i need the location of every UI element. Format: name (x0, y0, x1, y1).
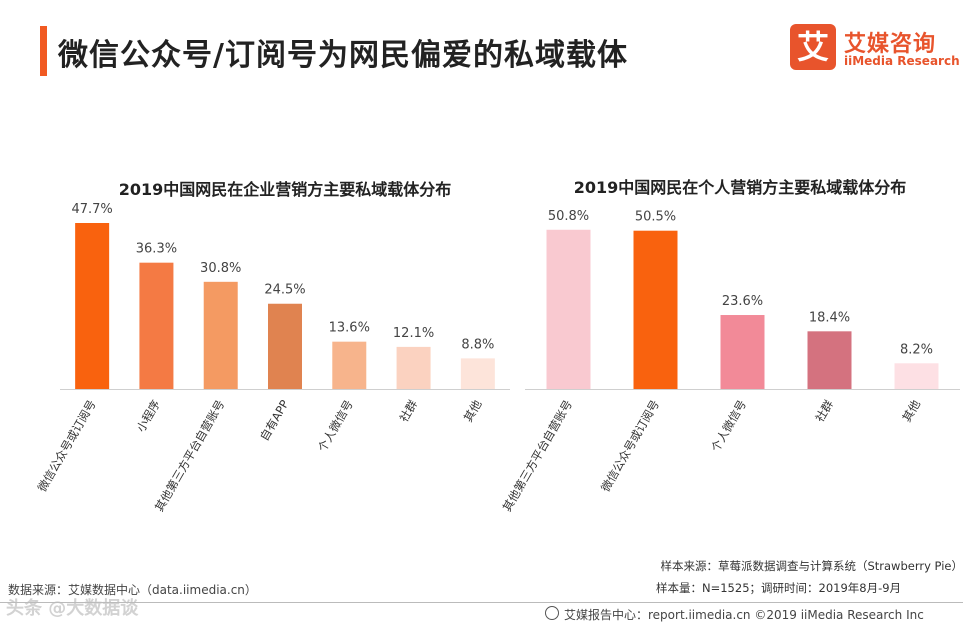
category-label: 个人微信号 (708, 398, 749, 455)
bar (720, 315, 765, 389)
bar (203, 281, 238, 389)
bar (546, 229, 591, 389)
bar (139, 262, 174, 389)
bar (894, 363, 939, 389)
category-label: 其他第三方平台自营账号 (500, 398, 575, 515)
data-label: 30.8% (200, 261, 241, 276)
logo-mark-icon: 艾 (790, 24, 836, 70)
category-label: 个人微信号 (315, 398, 356, 455)
sample-size-note: 样本量：N=1525；调研时间：2019年8月-9月 (656, 581, 902, 595)
bar (807, 331, 852, 389)
bar (460, 358, 495, 389)
sample-source-note: 样本来源：草莓派数据调查与计算系统（Strawberry Pie） (660, 559, 963, 573)
iimedia-logo: 艾 艾媒咨询 iiMedia Research (790, 24, 960, 76)
category-label: 其他第三方平台自营账号 (152, 398, 227, 515)
logo-cn-text: 艾媒咨询 (844, 32, 937, 57)
data-label: 23.6% (722, 294, 763, 309)
data-label: 8.2% (900, 342, 933, 357)
left-chart-title: 2019中国网民在企业营销方主要私域载体分布 (118, 180, 452, 199)
data-label: 50.5% (635, 210, 676, 225)
category-label: 其他 (899, 397, 923, 424)
data-label: 8.8% (461, 337, 494, 352)
logo-en-text: iiMedia Research (844, 54, 960, 68)
data-label: 36.3% (136, 242, 177, 257)
footer-divider (0, 602, 963, 603)
watermark: 头条 @大数据谈 (6, 598, 139, 619)
title-accent-bar (40, 26, 47, 76)
globe-icon (545, 606, 559, 620)
bar (75, 223, 110, 389)
bar (268, 303, 302, 389)
right-chart-title: 2019中国网民在个人营销方主要私域载体分布 (573, 178, 907, 197)
data-source-note: 数据来源：艾媒数据中心（data.iimedia.cn） (8, 583, 257, 597)
category-label: 小程序 (134, 398, 163, 435)
category-label: 自有APP (257, 397, 292, 443)
category-label: 社群 (397, 397, 421, 424)
footer-text: 艾媒报告中心：report.iimedia.cn ©2019 iiMedia R… (564, 608, 924, 622)
data-label: 47.7% (71, 202, 112, 217)
page-title: 微信公众号/订阅号为网民偏爱的私域载体 (58, 38, 628, 73)
category-label: 微信公众号或订阅号 (35, 398, 99, 495)
data-label: 50.8% (548, 209, 589, 224)
category-label: 其他 (461, 397, 485, 424)
category-label: 社群 (812, 397, 836, 424)
bar (633, 230, 678, 389)
data-label: 18.4% (809, 310, 850, 325)
data-label: 24.5% (264, 283, 305, 298)
bar (332, 341, 367, 389)
bar (396, 346, 431, 389)
data-label: 12.1% (393, 326, 434, 341)
data-label: 13.6% (329, 321, 370, 336)
category-label: 微信公众号或订阅号 (598, 398, 662, 495)
